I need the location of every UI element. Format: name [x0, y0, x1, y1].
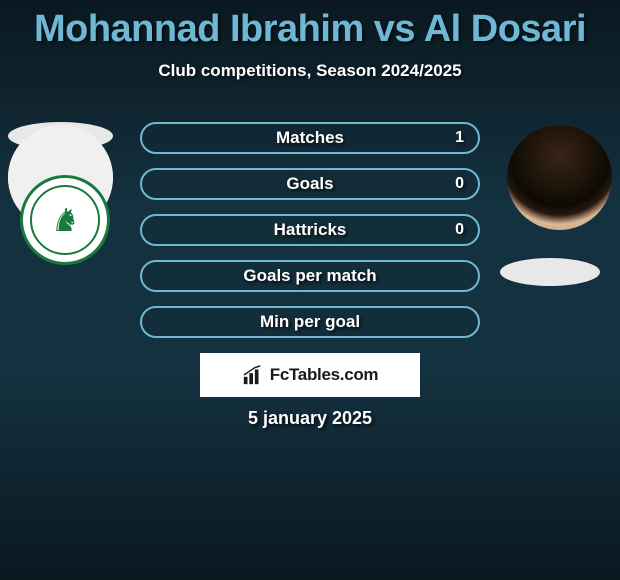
decorative-ellipse-right	[500, 258, 600, 286]
player-right-avatar	[507, 125, 612, 230]
stat-right-value: 0	[455, 175, 464, 193]
stat-row-matches: Matches 1	[140, 122, 480, 154]
horse-icon: ♞	[51, 201, 80, 239]
brand-attribution: FcTables.com	[200, 353, 420, 397]
stat-right-value: 0	[455, 221, 464, 239]
stat-row-goals: Goals 0	[140, 168, 480, 200]
comparison-title: Mohannad Ibrahim vs Al Dosari	[0, 0, 620, 51]
stats-container: Matches 1 Goals 0 Hattricks 0 Goals per …	[140, 122, 480, 352]
comparison-date: 5 january 2025	[0, 408, 620, 429]
stat-label: Min per goal	[260, 312, 360, 332]
comparison-subtitle: Club competitions, Season 2024/2025	[0, 61, 620, 81]
club-logo-left: ♞	[20, 175, 110, 265]
stat-label: Matches	[276, 128, 344, 148]
club-logo-inner-ring: ♞	[30, 185, 100, 255]
player-photo	[507, 125, 612, 230]
stat-row-min-per-goal: Min per goal	[140, 306, 480, 338]
stat-row-hattricks: Hattricks 0	[140, 214, 480, 246]
stat-label: Goals per match	[243, 266, 376, 286]
stat-right-value: 1	[455, 129, 464, 147]
stat-row-goals-per-match: Goals per match	[140, 260, 480, 292]
stat-label: Hattricks	[274, 220, 347, 240]
bars-icon	[242, 364, 264, 386]
stat-label: Goals	[286, 174, 333, 194]
brand-name: FcTables.com	[270, 365, 379, 385]
